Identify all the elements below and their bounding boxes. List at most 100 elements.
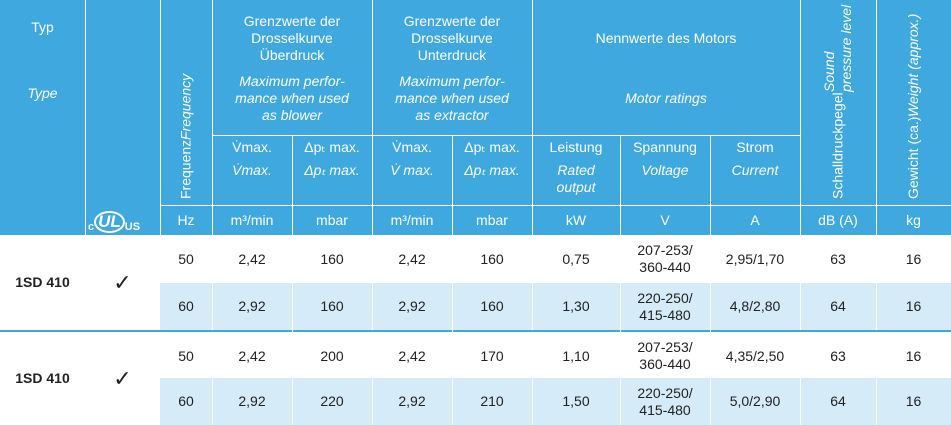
value: 220-250/415-480 (620, 283, 710, 330)
value: 60 (178, 393, 194, 409)
subcolumn-en: Δpₜ max. (304, 162, 360, 178)
row-bg (160, 283, 951, 330)
value: 4,35/2,50 (725, 347, 785, 364)
value: 63 (830, 347, 846, 364)
grid-line (532, 283, 533, 330)
grid-line (85, 0, 86, 235)
value: 1,10 (562, 347, 590, 364)
subcolumn-en: Δpₜ max. (464, 162, 520, 178)
subcolumn-en: V̇max. (232, 162, 272, 178)
unit: mbar (316, 212, 348, 228)
grid-line (372, 378, 373, 425)
group-title-en: Maximum perfor-mance when used as blower (212, 72, 372, 124)
subcolumn: Δpₜ max. (304, 138, 360, 155)
grid-line (212, 135, 800, 136)
value-line: 415-480 (639, 401, 691, 418)
cert-c: c (88, 221, 95, 233)
value: 160 (480, 250, 504, 267)
grid-line (212, 0, 213, 235)
value-line: 220-250/ (637, 289, 693, 306)
unit: A (750, 212, 760, 228)
value: 2,42 (238, 250, 266, 267)
value: 220-250/415-480 (620, 378, 710, 425)
grid-line (620, 135, 621, 370)
group-title-en-line: mance when used (235, 89, 349, 106)
value: 160 (480, 298, 504, 314)
unit: kW (565, 212, 587, 228)
sound-header-line: Schalldruckpegel (829, 92, 846, 199)
grid-line (212, 378, 213, 425)
group-title-line: Unterdruck (417, 46, 487, 63)
value: 64 (830, 298, 846, 314)
grid-line (372, 283, 373, 330)
group-title-line: Überdruck (259, 46, 325, 63)
type-label: Typ (31, 18, 54, 35)
value: 2,92 (398, 298, 426, 314)
unit: V (660, 212, 670, 228)
subcolumn-en: Rated output (532, 162, 620, 196)
group-title-line: Grenzwerte der (403, 12, 501, 29)
grid-line (160, 0, 161, 235)
unit: kg (906, 212, 921, 228)
grid-line (876, 378, 877, 425)
subcolumn: V̇max. (232, 138, 272, 155)
subcolumn-en-line: output (556, 179, 596, 195)
subcolumn: V̇max. (392, 138, 432, 155)
grid-line (372, 0, 373, 235)
value: 1,50 (562, 393, 590, 409)
value: 200 (320, 347, 344, 364)
value-line: 360-440 (639, 356, 691, 372)
value: 2,95/1,70 (725, 250, 785, 267)
weight-header: Gewicht (ca.) Weight (approx.) (876, 0, 951, 205)
subcolumn: Strom (736, 138, 774, 155)
value: 2,92 (398, 393, 426, 409)
group-title-en-line: Maximum perfor- (239, 72, 345, 89)
value: 2,92 (238, 298, 266, 314)
unit: Hz (177, 212, 195, 228)
frequency-header-line: Frequency (177, 73, 194, 140)
group-title: Grenzwerte der Drosselkurve Unterdruck (372, 12, 532, 64)
value: 210 (480, 393, 504, 409)
grid-line (800, 283, 801, 330)
value: 60 (178, 298, 194, 314)
group-title-en-line: mance when used (395, 89, 509, 106)
value-line: 415-480 (639, 306, 691, 323)
grid-line (292, 135, 293, 370)
value: 0,75 (562, 250, 590, 267)
value: 2,42 (398, 347, 426, 364)
subcolumn: Spannung (633, 138, 697, 155)
unit: dB (A) (818, 212, 858, 228)
value: 2,42 (398, 250, 426, 267)
weight-header-line: Gewicht (ca.) (905, 116, 921, 199)
frequency-header: Frequenz Frequency (160, 0, 212, 205)
subcolumn: Leistung (549, 138, 603, 155)
subcolumn-en-line: Rated (557, 162, 595, 178)
value-line: 207-253/ (637, 242, 693, 258)
type-name: 1SD 410 (15, 274, 70, 290)
value: 207-253/360-440 (620, 235, 710, 283)
value: 50 (178, 347, 194, 364)
cert-us: US (124, 221, 141, 233)
unit: mbar (476, 212, 508, 228)
subcolumn: Δpₜ max. (464, 138, 520, 155)
unit: m³/min (390, 212, 434, 228)
weight-header-line: Weight (approx.) (905, 13, 921, 117)
group-title-en: Maximum perfor-mance when used as extract… (372, 72, 532, 124)
value-line: 207-253/ (637, 339, 693, 355)
value: 16 (905, 347, 922, 364)
group-title-line: Nennwerte des Motors (595, 29, 737, 46)
header-bg (0, 0, 951, 235)
value: 5,0/2,90 (729, 393, 781, 409)
grid-line (710, 283, 711, 330)
grid-line (452, 135, 453, 370)
value-line: 360-440 (639, 259, 691, 275)
sound-header: Schalldruckpegel Sound pressure level (800, 0, 876, 205)
cert-ul: UL (94, 211, 125, 233)
approval-check: ✓ (113, 366, 132, 391)
group-title-line: Drosselkurve (411, 29, 493, 46)
value: 16 (905, 298, 922, 314)
grid-line (800, 378, 801, 425)
group-title-en-line: as extractor (415, 106, 489, 123)
value: 207-253/360-440 (620, 332, 710, 380)
value: 220 (320, 393, 344, 409)
